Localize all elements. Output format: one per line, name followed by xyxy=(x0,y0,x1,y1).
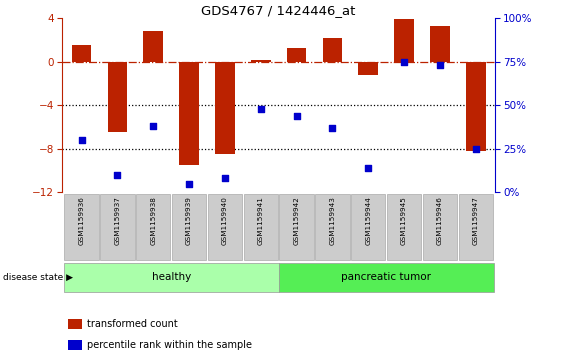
FancyBboxPatch shape xyxy=(279,263,494,293)
FancyBboxPatch shape xyxy=(423,194,457,260)
FancyBboxPatch shape xyxy=(172,194,206,260)
Point xyxy=(185,181,194,187)
FancyBboxPatch shape xyxy=(100,194,135,260)
FancyBboxPatch shape xyxy=(387,194,421,260)
Point xyxy=(364,165,373,171)
Bar xyxy=(323,38,342,62)
Bar xyxy=(394,19,414,62)
FancyBboxPatch shape xyxy=(64,263,279,293)
Text: pancreatic tumor: pancreatic tumor xyxy=(341,272,431,282)
FancyBboxPatch shape xyxy=(136,194,171,260)
Text: disease state ▶: disease state ▶ xyxy=(3,273,73,282)
Text: healthy: healthy xyxy=(151,272,191,282)
Text: transformed count: transformed count xyxy=(87,319,178,329)
FancyBboxPatch shape xyxy=(244,194,278,260)
Bar xyxy=(359,62,378,75)
Bar xyxy=(251,60,271,62)
Text: GSM1159939: GSM1159939 xyxy=(186,196,192,245)
Bar xyxy=(215,62,235,154)
Text: GSM1159942: GSM1159942 xyxy=(293,196,300,245)
Bar xyxy=(430,26,450,62)
Point xyxy=(292,113,301,119)
FancyBboxPatch shape xyxy=(351,194,386,260)
Bar xyxy=(108,62,127,132)
Text: GSM1159943: GSM1159943 xyxy=(329,196,336,245)
Point xyxy=(471,146,480,152)
Text: GSM1159944: GSM1159944 xyxy=(365,196,371,245)
Bar xyxy=(144,31,163,62)
Point xyxy=(328,125,337,131)
Text: GSM1159940: GSM1159940 xyxy=(222,196,228,245)
Bar xyxy=(179,62,199,165)
Bar xyxy=(287,48,306,62)
Text: percentile rank within the sample: percentile rank within the sample xyxy=(87,340,252,350)
Point xyxy=(400,59,409,65)
Bar xyxy=(466,62,485,151)
Point xyxy=(77,137,86,143)
FancyBboxPatch shape xyxy=(208,194,242,260)
Text: GSM1159938: GSM1159938 xyxy=(150,196,157,245)
Text: GSM1159946: GSM1159946 xyxy=(437,196,443,245)
Text: GSM1159936: GSM1159936 xyxy=(79,196,84,245)
Point xyxy=(221,176,230,182)
Point xyxy=(256,106,265,112)
Point xyxy=(435,62,444,68)
FancyBboxPatch shape xyxy=(458,194,493,260)
Title: GDS4767 / 1424446_at: GDS4767 / 1424446_at xyxy=(202,4,356,17)
FancyBboxPatch shape xyxy=(315,194,350,260)
Point xyxy=(113,172,122,178)
Text: GSM1159941: GSM1159941 xyxy=(258,196,264,245)
Text: GSM1159945: GSM1159945 xyxy=(401,196,407,245)
Point xyxy=(149,123,158,129)
Bar xyxy=(72,45,91,62)
FancyBboxPatch shape xyxy=(279,194,314,260)
FancyBboxPatch shape xyxy=(64,194,99,260)
Text: GSM1159937: GSM1159937 xyxy=(114,196,120,245)
Text: GSM1159947: GSM1159947 xyxy=(473,196,479,245)
